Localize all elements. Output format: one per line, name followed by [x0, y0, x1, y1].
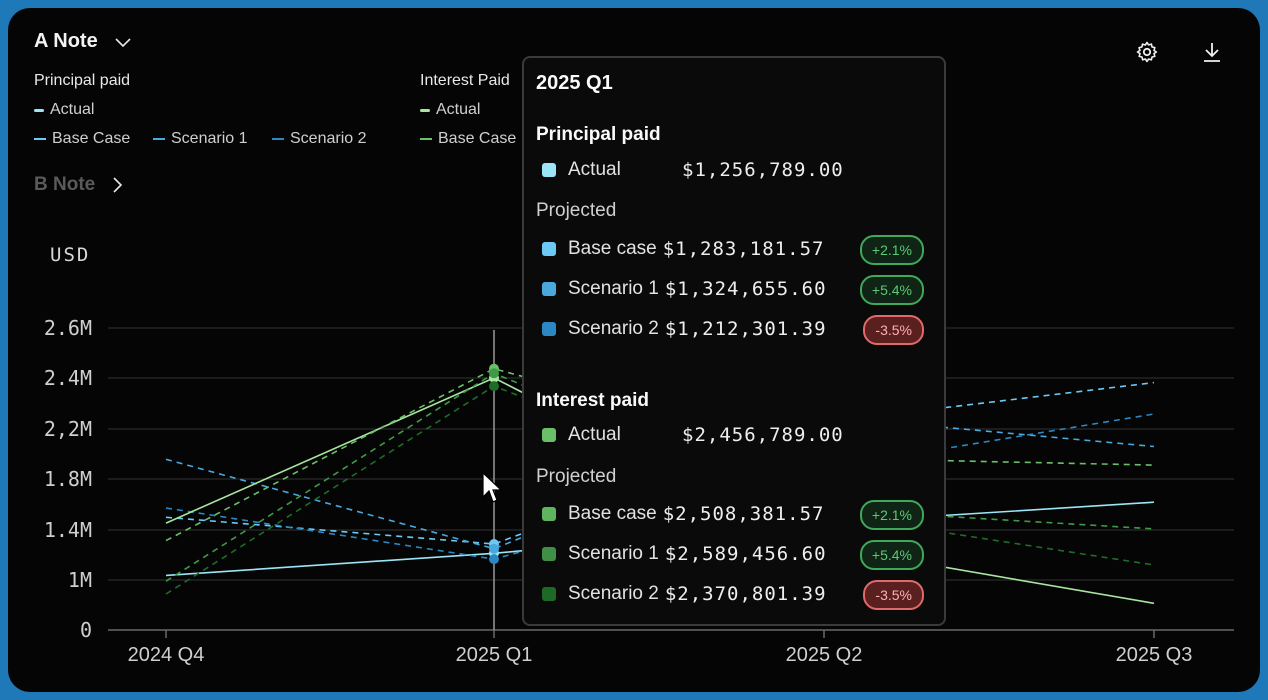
tooltip-interest-title: Interest paid [536, 390, 649, 411]
tooltip-swatch [542, 242, 556, 256]
tooltip-row-value: $1,324,655.60 [664, 278, 827, 300]
legend-interest-actual[interactable]: Actual [420, 101, 480, 119]
download-icon[interactable] [1200, 40, 1224, 64]
tooltip-row-value: $2,508,381.57 [662, 503, 825, 525]
change-badge: -3.5% [863, 580, 924, 610]
tooltip-principal-base: Base case $1,283,181.57 [542, 235, 824, 263]
series-line-1[interactable] [165, 381, 1155, 545]
tooltip-row-label: Scenario 2 [568, 583, 659, 604]
legend-principal-s2[interactable]: Scenario 2 [272, 130, 367, 148]
x-tick-label: 2025 Q2 [785, 644, 863, 666]
chevron-down-icon [115, 37, 131, 47]
x-tick-label: 2025 Q3 [1115, 644, 1193, 666]
tooltip-row-label: Base case [568, 238, 657, 259]
legend-label: Scenario 1 [171, 130, 248, 147]
tooltip-swatch [542, 507, 556, 521]
legend-principal-actual[interactable]: Actual [34, 101, 94, 119]
tooltip-swatch [542, 282, 556, 296]
change-badge: +2.1% [859, 235, 924, 265]
y-tick-label: 0 [80, 618, 92, 642]
y-tick-label: 2,2M [44, 417, 92, 441]
note-b-toggle[interactable]: B Note [34, 174, 123, 196]
gear-icon[interactable] [1135, 40, 1159, 64]
tooltip-row-label: Actual [568, 424, 621, 445]
note-selector[interactable]: A Note [34, 30, 132, 53]
legend-principal-base[interactable]: Base Case [34, 130, 130, 148]
tooltip-row-value: $2,370,801.39 [664, 583, 827, 605]
legend-swatch [420, 138, 432, 140]
mouse-cursor-icon [482, 472, 503, 503]
legend-swatch [34, 108, 44, 112]
hover-point-7 [489, 381, 499, 392]
legend-interest-title: Interest Paid [420, 72, 510, 89]
tooltip-principal-s1: Scenario 1 $1,324,655.60 [542, 275, 827, 303]
legend-label: Actual [50, 101, 95, 118]
tooltip-row-label: Base case [568, 503, 657, 524]
chevron-right-icon [113, 177, 123, 193]
legend-swatch [420, 108, 430, 112]
legend-principal-s1[interactable]: Scenario 1 [153, 130, 248, 148]
note-title: A Note [34, 30, 98, 52]
tooltip-interest-actual: Actual $2,456,789.00 [542, 421, 844, 449]
change-badge: +2.1% [859, 500, 924, 530]
tooltip-row-value: $1,283,181.57 [662, 238, 825, 260]
legend-label: Base Case [438, 130, 517, 147]
x-tick-label: 2024 Q4 [127, 644, 205, 666]
tooltip-title: 2025 Q1 [536, 72, 613, 94]
change-badge: -3.5% [863, 315, 924, 345]
legend-swatch [272, 138, 284, 140]
tooltip-swatch [542, 587, 556, 601]
y-tick-label: 1M [68, 568, 92, 592]
y-tick-label: 2.6M [44, 316, 92, 340]
hover-point-3 [489, 554, 499, 565]
tooltip-row-label: Actual [568, 159, 621, 180]
legend-label: Actual [436, 101, 481, 118]
y-axis-unit: USD [50, 244, 91, 266]
legend-label: Base Case [52, 130, 131, 147]
tooltip-projected-label: Projected [536, 466, 617, 487]
tooltip-interest-s1: Scenario 1 $2,589,456.60 [542, 540, 827, 568]
tooltip-interest-s2: Scenario 2 $2,370,801.39 [542, 580, 827, 608]
legend-principal-title: Principal paid [34, 72, 131, 89]
tooltip-interest-base: Base case $2,508,381.57 [542, 500, 824, 528]
tooltip-swatch [542, 322, 556, 336]
tooltip-row-value: $2,589,456.60 [664, 543, 827, 565]
tooltip-projected-label: Projected [536, 200, 617, 221]
tooltip-row-label: Scenario 2 [568, 318, 659, 339]
legend-swatch [34, 138, 46, 140]
tooltip-swatch [542, 428, 556, 442]
data-tooltip: 2025 Q1 Principal paid Actual $1,256,789… [522, 56, 946, 626]
tooltip-principal-title: Principal paid [536, 124, 661, 145]
tooltip-principal-actual: Actual $1,256,789.00 [542, 156, 844, 184]
tooltip-principal-s2: Scenario 2 $1,212,301.39 [542, 315, 827, 343]
y-tick-label: 1.8M [44, 467, 92, 491]
tooltip-row-value: $1,212,301.39 [664, 318, 827, 340]
legend-swatch [153, 138, 165, 140]
tooltip-row-label: Scenario 1 [568, 278, 659, 299]
chart-panel: A Note Principal paid Actual Base Case S… [8, 8, 1260, 692]
tooltip-swatch [542, 547, 556, 561]
tooltip-swatch [542, 163, 556, 177]
tooltip-row-value: $1,256,789.00 [682, 159, 844, 181]
hover-point-6 [489, 368, 499, 379]
legend-label: Scenario 2 [290, 130, 367, 147]
y-tick-label: 2.4M [44, 366, 92, 390]
change-badge: +5.4% [859, 540, 924, 570]
series-line-3[interactable] [165, 413, 1155, 560]
tooltip-row-value: $2,456,789.00 [682, 424, 844, 446]
x-tick-label: 2025 Q1 [455, 644, 533, 666]
tooltip-row-label: Scenario 1 [568, 543, 659, 564]
y-tick-label: 1.4M [44, 518, 92, 542]
change-badge: +5.4% [859, 275, 924, 305]
note-b-title: B Note [34, 174, 96, 195]
hover-point-2 [489, 543, 499, 554]
legend-interest-base[interactable]: Base Case [420, 130, 516, 148]
